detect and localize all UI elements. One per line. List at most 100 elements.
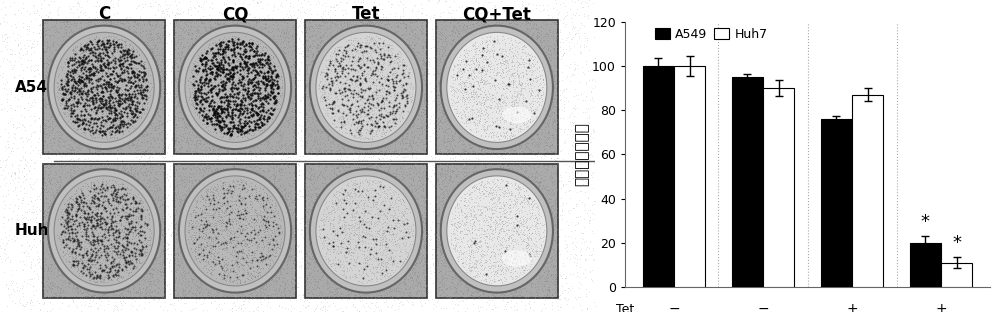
Point bbox=[67, 271, 83, 276]
Legend: A549, Huh7: A549, Huh7 bbox=[650, 23, 772, 46]
Point bbox=[151, 126, 167, 131]
Point bbox=[52, 179, 68, 184]
Point bbox=[189, 28, 205, 33]
Point bbox=[224, 127, 240, 132]
Point bbox=[175, 26, 191, 31]
Point bbox=[526, 299, 542, 304]
Point bbox=[40, 224, 56, 229]
Point bbox=[528, 249, 544, 254]
Point bbox=[181, 221, 197, 226]
Point bbox=[205, 64, 221, 69]
Point bbox=[448, 234, 464, 239]
Point bbox=[371, 128, 387, 133]
Point bbox=[530, 100, 546, 105]
Point bbox=[543, 178, 559, 183]
Point bbox=[524, 173, 540, 178]
Point bbox=[213, 58, 229, 63]
Point bbox=[249, 144, 265, 149]
Point bbox=[73, 206, 89, 211]
Point bbox=[363, 133, 379, 138]
Point bbox=[408, 76, 424, 81]
Point bbox=[99, 103, 115, 108]
Point bbox=[184, 208, 200, 213]
Point bbox=[2, 201, 18, 206]
Point bbox=[320, 115, 336, 120]
Point bbox=[209, 179, 225, 184]
Point bbox=[341, 260, 357, 265]
Point bbox=[237, 53, 253, 58]
Point bbox=[390, 245, 406, 250]
Point bbox=[263, 125, 279, 130]
Point bbox=[447, 118, 463, 123]
Point bbox=[128, 232, 144, 237]
Point bbox=[486, 26, 502, 31]
Point bbox=[266, 71, 282, 76]
Point bbox=[110, 100, 126, 105]
Point bbox=[200, 135, 216, 140]
Point bbox=[252, 60, 268, 65]
Point bbox=[155, 175, 171, 180]
Point bbox=[176, 215, 192, 220]
Point bbox=[102, 90, 118, 95]
Point bbox=[490, 44, 506, 49]
Point bbox=[459, 29, 475, 34]
Point bbox=[342, 219, 358, 224]
Point bbox=[244, 276, 260, 281]
Point bbox=[480, 56, 496, 61]
Point bbox=[119, 205, 135, 210]
Point bbox=[85, 236, 101, 241]
Point bbox=[203, 152, 219, 157]
Point bbox=[344, 117, 360, 122]
Point bbox=[348, 202, 364, 207]
Point bbox=[128, 108, 144, 113]
Point bbox=[107, 270, 123, 275]
Point bbox=[64, 202, 80, 207]
Point bbox=[51, 87, 67, 92]
Point bbox=[211, 51, 227, 56]
Point bbox=[72, 215, 88, 220]
Point bbox=[418, 29, 434, 34]
Point bbox=[175, 97, 191, 102]
Point bbox=[120, 63, 136, 68]
Point bbox=[194, 232, 210, 237]
Point bbox=[504, 256, 520, 261]
Point bbox=[496, 74, 512, 79]
Point bbox=[473, 252, 489, 257]
Point bbox=[208, 63, 224, 68]
Point bbox=[107, 43, 123, 48]
Point bbox=[55, 188, 71, 193]
Point bbox=[365, 87, 381, 92]
Point bbox=[169, 83, 185, 88]
Point bbox=[108, 200, 124, 205]
Point bbox=[92, 230, 108, 235]
Point bbox=[446, 222, 462, 227]
Point bbox=[506, 217, 522, 222]
Point bbox=[330, 89, 346, 94]
Point bbox=[120, 271, 136, 276]
Point bbox=[211, 118, 227, 123]
Point bbox=[206, 38, 222, 43]
Point bbox=[503, 232, 519, 237]
Point bbox=[335, 80, 351, 85]
Point bbox=[448, 224, 464, 229]
Point bbox=[328, 130, 344, 135]
Point bbox=[536, 133, 552, 138]
Point bbox=[39, 46, 55, 51]
Point bbox=[46, 88, 62, 93]
Point bbox=[474, 180, 490, 185]
Point bbox=[217, 52, 233, 57]
Point bbox=[7, 171, 23, 176]
Point bbox=[95, 101, 111, 106]
Point bbox=[249, 117, 265, 122]
Point bbox=[335, 264, 351, 269]
Point bbox=[253, 104, 269, 109]
Point bbox=[72, 182, 88, 187]
Point bbox=[312, 68, 328, 73]
Point bbox=[451, 29, 467, 34]
Point bbox=[372, 120, 388, 125]
Point bbox=[234, 56, 250, 61]
Point bbox=[105, 236, 121, 241]
Point bbox=[91, 274, 107, 279]
Point bbox=[396, 64, 412, 69]
Point bbox=[45, 27, 61, 32]
